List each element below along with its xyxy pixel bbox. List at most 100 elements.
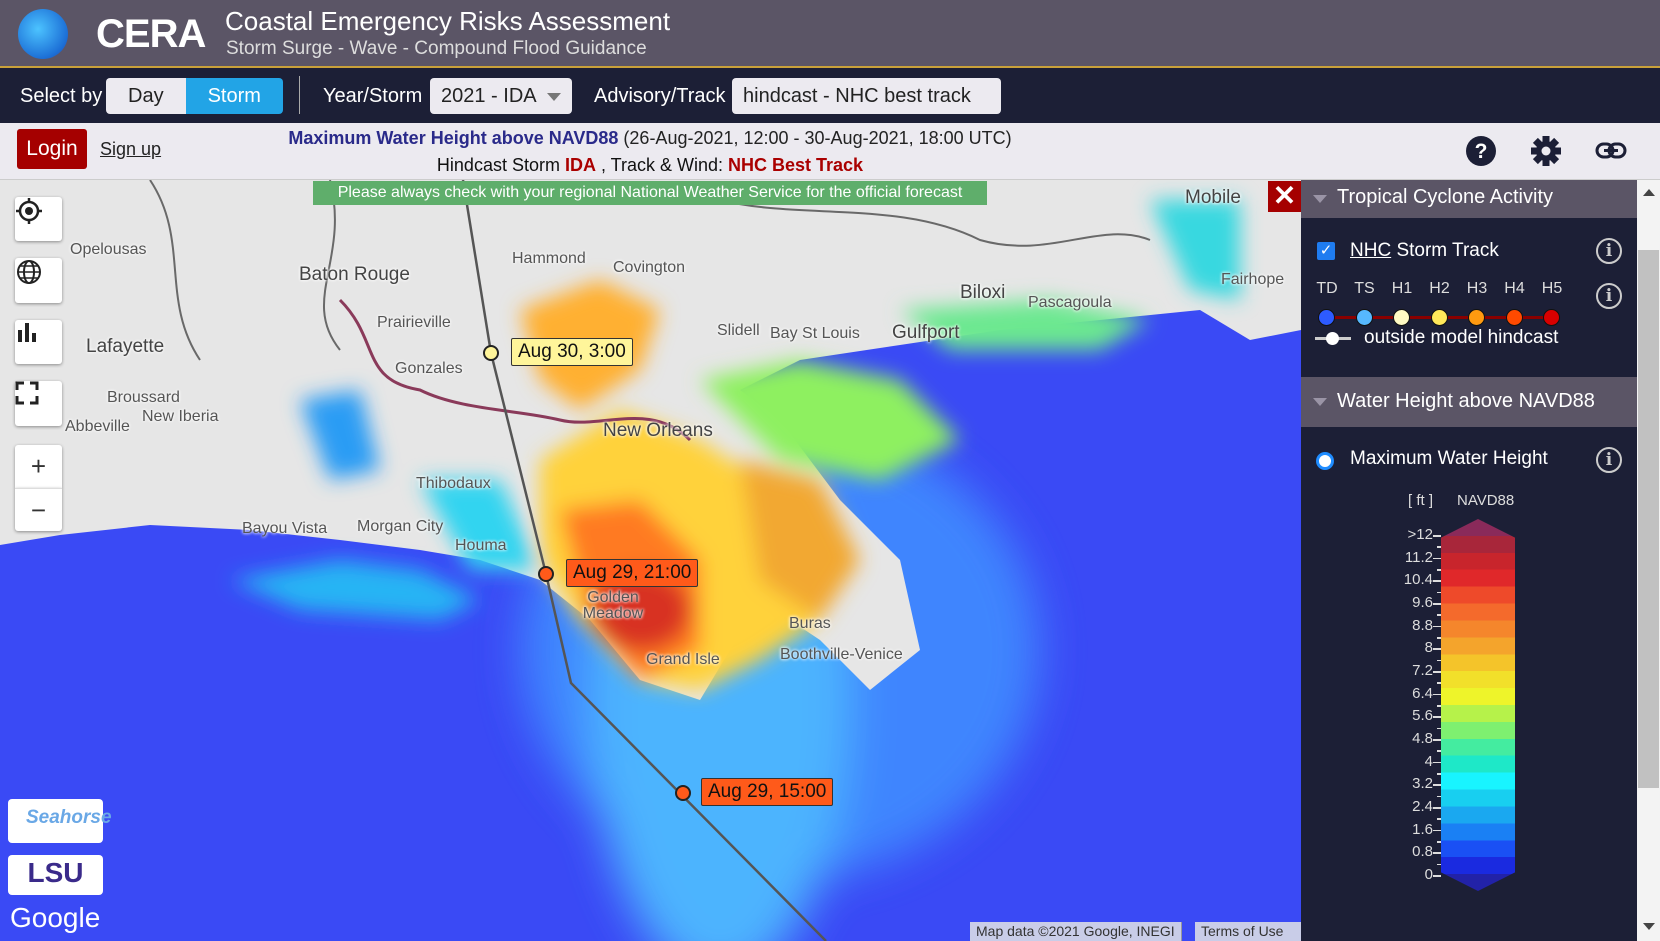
seahorse-logo[interactable]: Seahorse bbox=[8, 799, 112, 843]
map-label: Bayou Vista bbox=[242, 520, 328, 537]
colorbar-tick-label: 11.2 bbox=[1404, 548, 1433, 566]
year-storm-value: 2021 - IDA bbox=[441, 85, 537, 107]
globe-icon[interactable] bbox=[15, 258, 62, 303]
colorbar-tick bbox=[1433, 739, 1441, 741]
colorbar-minor-tick bbox=[1437, 682, 1441, 684]
map-label: Abbeville bbox=[65, 418, 130, 435]
scroll-up-icon[interactable] bbox=[1643, 189, 1655, 196]
year-storm-select[interactable]: 2021 - IDA bbox=[430, 78, 572, 114]
app-subtitle: Storm Surge - Wave - Compound Flood Guid… bbox=[226, 38, 647, 59]
signup-link[interactable]: Sign up bbox=[100, 139, 162, 159]
product-title: Maximum Water Height above NAVD88 bbox=[288, 128, 619, 148]
map-label: Boothville-Venice bbox=[780, 646, 903, 663]
advisory-select[interactable]: hindcast - NHC best track bbox=[732, 78, 1001, 114]
svg-text:?: ? bbox=[1475, 140, 1488, 163]
close-panel-button[interactable]: ✕ bbox=[1268, 181, 1301, 212]
forecast-warning-banner: Please always check with your regional N… bbox=[313, 181, 987, 205]
nhc-track-label: Storm Track bbox=[1391, 240, 1499, 261]
map-label: Mobile bbox=[1185, 187, 1241, 208]
layers-panel: Tropical Cyclone Activity ✓ NHC Storm Tr… bbox=[1301, 180, 1637, 941]
nhc-link[interactable]: NHC bbox=[1350, 240, 1392, 261]
info-icon[interactable]: i bbox=[1596, 283, 1622, 309]
terms-link[interactable]: Terms of Use bbox=[1195, 922, 1301, 941]
water-height-section-header[interactable]: Water Height above NAVD88 bbox=[1301, 377, 1637, 427]
colorbar-tick-label: 8.8 bbox=[1412, 616, 1433, 634]
cera-logo[interactable] bbox=[18, 9, 68, 59]
colorbar-tick bbox=[1433, 807, 1441, 809]
storm-name: IDA bbox=[564, 155, 596, 175]
colorbar-tick-label: 3.2 bbox=[1412, 775, 1433, 793]
colorbar-tick-label: 7.2 bbox=[1412, 662, 1433, 679]
category-dot bbox=[1393, 309, 1410, 326]
category-label: H5 bbox=[1541, 280, 1563, 297]
colorbar-tick bbox=[1433, 875, 1441, 877]
info-icon[interactable]: i bbox=[1596, 447, 1622, 473]
category-label: H2 bbox=[1429, 280, 1450, 297]
select-day-button[interactable]: Day bbox=[106, 78, 186, 114]
water-height-colorbar: >12 11.2 10.4 9.6 8.8 8 7.2 6.4 5.6 4.8 4 3.2 2.4 1.6… bbox=[1301, 515, 1637, 915]
colorbar-tick-label: 9.6 bbox=[1412, 594, 1433, 611]
map-label: Hammond bbox=[512, 250, 586, 267]
help-icon[interactable]: ? bbox=[1465, 135, 1497, 167]
chart-icon[interactable] bbox=[15, 320, 62, 364]
zoom-in-button[interactable]: + bbox=[15, 445, 62, 488]
tc-section-header[interactable]: Tropical Cyclone Activity bbox=[1301, 180, 1637, 218]
zoom-out-button[interactable]: − bbox=[15, 488, 62, 531]
colorbar-minor-tick bbox=[1437, 569, 1441, 571]
lsu-logo[interactable]: LSU bbox=[8, 855, 103, 895]
track-point-marker[interactable] bbox=[675, 785, 691, 801]
scroll-down-icon[interactable] bbox=[1643, 923, 1655, 930]
login-button[interactable]: Login bbox=[17, 129, 87, 169]
colorbar-tick-label: 4 bbox=[1424, 752, 1433, 770]
colorbar-minor-tick bbox=[1437, 705, 1441, 707]
colorbar-tick-label: 2.4 bbox=[1412, 798, 1433, 815]
category-label: H3 bbox=[1466, 280, 1488, 297]
category-dot bbox=[1543, 309, 1560, 326]
panel-scrollbar[interactable] bbox=[1637, 180, 1660, 941]
fullscreen-icon[interactable] bbox=[15, 381, 62, 426]
category-dot bbox=[1430, 309, 1448, 326]
gear-icon[interactable] bbox=[1530, 135, 1562, 167]
select-storm-button[interactable]: Storm bbox=[185, 78, 283, 114]
map-label: Prairieville bbox=[377, 314, 451, 331]
colorbar-tick bbox=[1433, 557, 1441, 560]
colorbar-minor-tick bbox=[1437, 818, 1441, 820]
colorbar-tick bbox=[1433, 761, 1441, 764]
category-label: TD bbox=[1316, 280, 1338, 297]
colorbar-minor-tick bbox=[1437, 750, 1441, 752]
colorbar-tick-label: 6.4 bbox=[1412, 684, 1433, 702]
surge-map-layer bbox=[0, 180, 1301, 941]
map-label: Buras bbox=[789, 615, 831, 632]
colorbar-tick-label: 8 bbox=[1424, 639, 1433, 657]
track-point-marker[interactable] bbox=[538, 566, 554, 582]
app-header: CERA Coastal Emergency Risks Assessment … bbox=[0, 0, 1660, 68]
colorbar-tick-label: >12 bbox=[1407, 526, 1433, 543]
map-label: Gonzales bbox=[395, 360, 463, 377]
colorbar-minor-tick bbox=[1437, 773, 1441, 775]
outside-hindcast-label: outside model hindcast bbox=[1364, 327, 1559, 348]
colorbar-tick bbox=[1433, 625, 1441, 628]
map-view[interactable]: Opelousas Baton Rouge Hammond Covington … bbox=[0, 180, 1301, 941]
info-icon[interactable]: i bbox=[1596, 238, 1622, 264]
year-storm-label: Year/Storm bbox=[323, 85, 423, 107]
product-period: (26-Aug-2021, 12:00 - 30-Aug-2021, 18:00… bbox=[623, 128, 1012, 148]
colorbar-tick-label: 4.8 bbox=[1412, 730, 1433, 747]
category-label: H4 bbox=[1504, 280, 1525, 297]
scrollbar-thumb[interactable] bbox=[1638, 250, 1659, 788]
link-icon[interactable] bbox=[1595, 141, 1627, 161]
max-water-height-radio[interactable] bbox=[1316, 452, 1334, 470]
category-dot bbox=[1468, 309, 1485, 326]
toolbar: Select by Day Storm Year/Storm 2021 - ID… bbox=[0, 68, 1660, 123]
track-point-label: Aug 29, 21:00 bbox=[566, 559, 699, 587]
colorbar-minor-tick bbox=[1437, 727, 1441, 730]
locate-icon[interactable] bbox=[15, 197, 62, 241]
colorbar-minor-tick bbox=[1437, 591, 1441, 594]
select-by-toggle: Day Storm bbox=[106, 78, 283, 114]
colorbar-minor-tick bbox=[1437, 546, 1441, 548]
map-label: Thibodaux bbox=[416, 475, 491, 492]
map-label: Golden Meadow bbox=[582, 589, 644, 622]
map-label: Biloxi bbox=[960, 282, 1006, 303]
hindcast-label: Hindcast Storm bbox=[436, 155, 565, 175]
nhc-track-checkbox[interactable]: ✓ bbox=[1317, 242, 1335, 260]
track-point-marker[interactable] bbox=[483, 345, 499, 361]
